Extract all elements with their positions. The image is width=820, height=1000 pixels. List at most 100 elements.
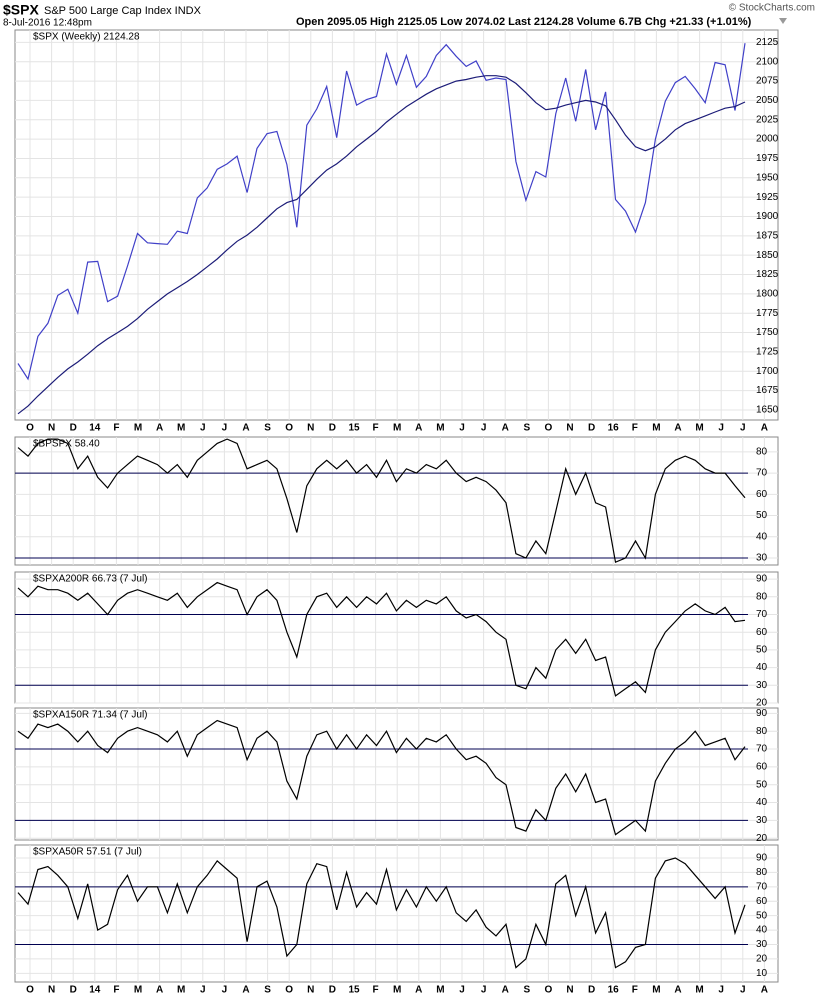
x-tick-label: J xyxy=(481,985,487,996)
y-tick-label: 60 xyxy=(756,896,768,907)
y-tick-label: 50 xyxy=(756,510,768,521)
y-tick-label: 90 xyxy=(756,853,768,864)
x-tick-label: A xyxy=(415,985,422,996)
x-tick-label: M xyxy=(177,423,185,434)
y-tick-label: 2050 xyxy=(756,95,779,106)
y-tick-label: 80 xyxy=(756,446,768,457)
x-tick-label: 15 xyxy=(348,423,360,434)
y-tick-label: 30 xyxy=(756,815,768,826)
series-line xyxy=(17,719,746,836)
x-tick-label: M xyxy=(436,423,444,434)
y-tick-label: 40 xyxy=(756,662,768,673)
x-tick-label: M xyxy=(652,985,660,996)
y-tick-label: 1725 xyxy=(756,347,779,358)
x-tick-label: M xyxy=(695,423,703,434)
x-tick-label: O xyxy=(26,985,34,996)
y-tick-label: 60 xyxy=(756,627,768,638)
x-tick-label: J xyxy=(481,423,487,434)
y-tick-label: 40 xyxy=(756,925,768,936)
y-tick-label: 2025 xyxy=(756,114,779,125)
x-tick-label: J xyxy=(740,423,746,434)
x-tick-label: N xyxy=(566,985,573,996)
x-tick-label: M xyxy=(436,985,444,996)
x-tick-label: 14 xyxy=(89,985,101,996)
y-tick-label: 1850 xyxy=(756,250,779,261)
x-tick-label: A xyxy=(242,423,249,434)
y-tick-label: 80 xyxy=(756,591,768,602)
x-tick-label: A xyxy=(156,423,163,434)
y-tick-label: 40 xyxy=(756,531,768,542)
menu-arrow[interactable] xyxy=(779,18,787,24)
x-tick-label: N xyxy=(307,423,314,434)
date: 8-Jul-2016 12:48pm xyxy=(3,18,92,29)
y-tick-label: 10 xyxy=(756,968,768,979)
x-tick-label: M xyxy=(393,985,401,996)
x-tick-label: F xyxy=(113,985,119,996)
x-tick-label: M xyxy=(134,985,142,996)
x-tick-label: 14 xyxy=(89,423,101,434)
x-tick-label: O xyxy=(545,423,553,434)
y-tick-label: 2075 xyxy=(756,76,779,87)
y-tick-label: 1800 xyxy=(756,289,779,300)
x-tick-label: J xyxy=(459,985,465,996)
y-tick-label: 30 xyxy=(756,939,768,950)
y-tick-label: 1975 xyxy=(756,153,779,164)
x-tick-label: D xyxy=(70,985,77,996)
y-tick-label: 1750 xyxy=(756,327,779,338)
x-tick-label: O xyxy=(545,985,553,996)
x-tick-label: A xyxy=(674,985,681,996)
panel-label: $SPX (Weekly) 2124.28 xyxy=(33,32,140,43)
x-tick-label: D xyxy=(588,985,595,996)
y-tick-label: 1775 xyxy=(756,308,779,319)
x-tick-label: J xyxy=(200,985,206,996)
y-tick-label: 80 xyxy=(756,726,768,737)
x-tick-label: D xyxy=(588,423,595,434)
x-tick-label: N xyxy=(48,423,55,434)
y-tick-label: 20 xyxy=(756,954,768,965)
x-tick-label: J xyxy=(718,985,724,996)
x-tick-label: N xyxy=(307,985,314,996)
y-tick-label: 50 xyxy=(756,779,768,790)
y-tick-label: 1925 xyxy=(756,192,779,203)
panel-frame xyxy=(14,707,779,841)
x-tick-label: D xyxy=(329,985,336,996)
x-tick-label: M xyxy=(393,423,401,434)
x-tick-label: D xyxy=(70,423,77,434)
x-tick-label: F xyxy=(373,423,379,434)
y-tick-label: 1650 xyxy=(756,405,779,416)
y-tick-label: 40 xyxy=(756,797,768,808)
x-tick-label: J xyxy=(222,985,228,996)
x-tick-label: 15 xyxy=(348,985,360,996)
y-tick-label: 30 xyxy=(756,553,768,564)
y-tick-label: 1700 xyxy=(756,366,779,377)
x-tick-label: F xyxy=(373,985,379,996)
x-tick-label: M xyxy=(177,985,185,996)
x-tick-label: S xyxy=(523,985,530,996)
x-tick-label: A xyxy=(761,423,768,434)
y-tick-label: 70 xyxy=(756,609,768,620)
y-tick-label: 20 xyxy=(756,698,768,709)
panel-frame xyxy=(14,844,779,983)
y-tick-label: 1675 xyxy=(756,385,779,396)
x-tick-label: A xyxy=(502,985,509,996)
y-tick-label: 50 xyxy=(756,910,768,921)
x-tick-label: 16 xyxy=(608,985,620,996)
index-name: S&P 500 Large Cap Index INDX xyxy=(44,5,202,17)
panel-label: $SPXA200R 66.73 (7 Jul) xyxy=(33,574,148,585)
x-tick-label: F xyxy=(113,423,119,434)
x-tick-label: M xyxy=(695,985,703,996)
x-tick-label: O xyxy=(285,985,293,996)
x-tick-label: J xyxy=(222,423,228,434)
quote: Open 2095.05 High 2125.05 Low 2074.02 La… xyxy=(296,16,752,28)
panel-label: $SPXA50R 57.51 (7 Jul) xyxy=(33,847,142,858)
y-tick-label: 30 xyxy=(756,680,768,691)
panel-label: $SPXA150R 71.34 (7 Jul) xyxy=(33,710,148,721)
y-tick-label: 70 xyxy=(756,468,768,479)
series-line xyxy=(17,581,746,697)
x-tick-label: S xyxy=(264,423,271,434)
y-tick-label: 60 xyxy=(756,489,768,500)
panel-frame xyxy=(14,436,779,566)
y-tick-label: 1825 xyxy=(756,269,779,280)
series-line xyxy=(17,75,746,415)
